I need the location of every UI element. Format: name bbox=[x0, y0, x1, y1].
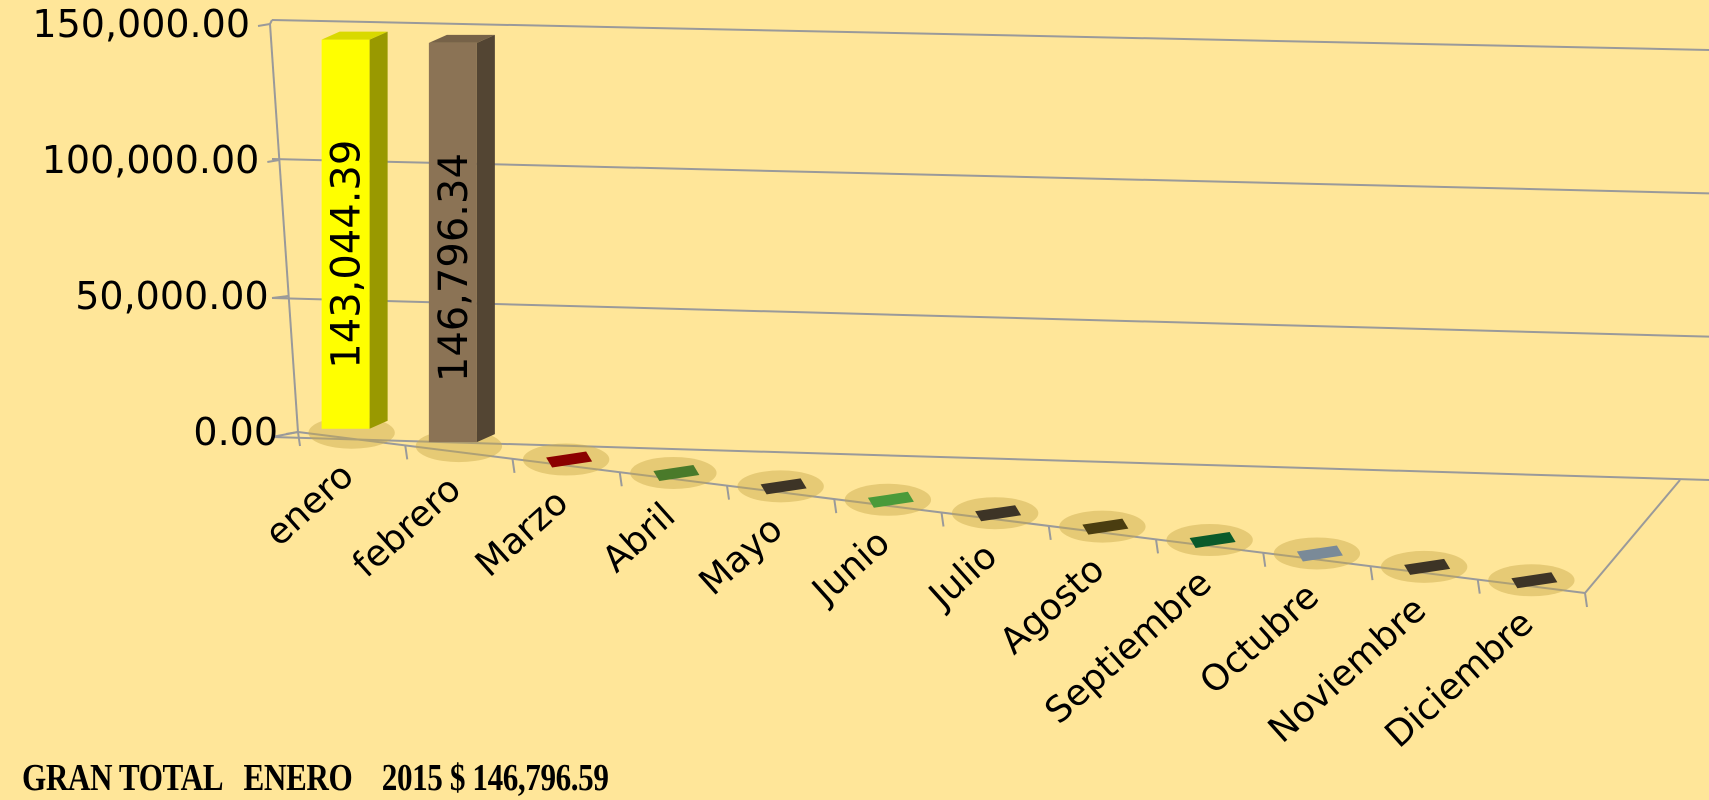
x-tick-mark bbox=[1476, 579, 1481, 594]
x-tick-mark bbox=[726, 485, 730, 500]
gridline bbox=[271, 158, 1709, 195]
x-tick-label: Mayo bbox=[692, 509, 791, 604]
bar-flat bbox=[1189, 532, 1236, 549]
bar bbox=[308, 31, 395, 449]
bar-front bbox=[321, 39, 370, 429]
y-axis-line bbox=[269, 23, 299, 433]
data-label: 146,796.34 bbox=[431, 153, 477, 382]
bar-flat bbox=[1082, 518, 1129, 535]
gridlines bbox=[269, 19, 1709, 481]
bar-side bbox=[476, 34, 495, 443]
x-tick-mark bbox=[618, 472, 623, 487]
bar bbox=[1059, 510, 1146, 543]
axes bbox=[257, 23, 1681, 608]
x-tick-label: Abril bbox=[595, 495, 684, 581]
bar-flat bbox=[975, 505, 1022, 522]
x-tick-mark bbox=[1155, 539, 1159, 554]
bar-top bbox=[321, 31, 388, 40]
bar-flat bbox=[546, 451, 593, 468]
bar bbox=[951, 497, 1039, 530]
x-tick-label: Agosto bbox=[993, 549, 1113, 663]
bar bbox=[737, 470, 824, 503]
bar bbox=[415, 34, 503, 463]
x-tick-label: Junio bbox=[803, 522, 898, 613]
y-tick-mark bbox=[276, 295, 289, 299]
x-tick-label: febrero bbox=[345, 468, 469, 585]
x-tick-mark bbox=[1047, 525, 1052, 541]
y-tick-mark bbox=[267, 159, 280, 163]
bar bbox=[522, 443, 610, 476]
bar-front bbox=[428, 42, 477, 443]
x-tick-mark bbox=[1262, 552, 1267, 567]
x-tick-label: enero bbox=[258, 455, 362, 554]
y-tick-mark bbox=[285, 431, 299, 435]
bar-flat bbox=[1404, 558, 1451, 575]
x-tick-mark bbox=[833, 498, 838, 514]
gridline bbox=[271, 19, 1709, 51]
x-tick-label: Marzo bbox=[468, 482, 576, 585]
y-tick-mark bbox=[257, 23, 271, 27]
y-tick-label: 150,000.00 bbox=[32, 2, 250, 46]
labels: 0.00 50,000.00 100,000.00 150,000.00 143,044… bbox=[32, 2, 1541, 756]
gridline bbox=[271, 436, 1709, 481]
x-tick-mark bbox=[404, 445, 409, 460]
x-tick-mark bbox=[511, 458, 516, 473]
bar bbox=[1380, 550, 1468, 583]
bar-side bbox=[369, 31, 388, 429]
floor-right-edge bbox=[1584, 479, 1681, 594]
bar-flat bbox=[1296, 545, 1343, 562]
bars bbox=[308, 31, 1575, 597]
y-tick-label: 100,000.00 bbox=[42, 138, 260, 182]
x-tick-label: Julio bbox=[920, 535, 1005, 617]
x-tick-mark bbox=[1584, 592, 1588, 608]
bar bbox=[1166, 524, 1253, 557]
x-tick-mark bbox=[1369, 566, 1374, 581]
gridline bbox=[271, 297, 1709, 338]
grand-total-text: GRAN TOTAL ENERO 2015 $ 146,796.59 bbox=[22, 757, 609, 799]
bar bbox=[630, 456, 717, 489]
x-tick-mark bbox=[297, 431, 301, 447]
bar-top bbox=[428, 34, 495, 43]
bar-flat bbox=[760, 478, 807, 495]
bar bbox=[1488, 564, 1575, 597]
bar-flat bbox=[653, 464, 700, 481]
gridline-depth bbox=[269, 19, 273, 25]
y-tick-label: 50,000.00 bbox=[75, 274, 268, 318]
data-label: 143,044.39 bbox=[324, 140, 370, 369]
x-tick-mark bbox=[940, 512, 945, 527]
bar bbox=[844, 483, 932, 516]
bar-flat bbox=[867, 491, 914, 508]
bar-flat bbox=[1511, 572, 1558, 589]
y-tick-label: 0.00 bbox=[193, 410, 278, 454]
bar bbox=[1273, 537, 1361, 570]
